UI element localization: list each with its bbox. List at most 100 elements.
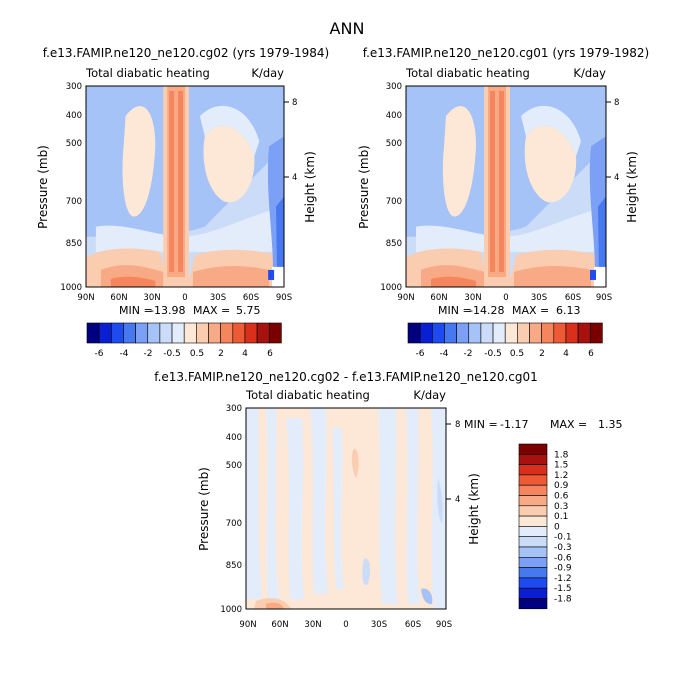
panel-1-ylabel-right: Height (km) xyxy=(303,151,317,222)
colorbar-box xyxy=(565,322,579,344)
panel-1-sh-warm-lobe xyxy=(203,125,255,203)
panel-1-cb-label-5: 2 xyxy=(218,349,224,359)
panel-1-antarctic-edge xyxy=(268,269,275,280)
panel-2-cb-label-2: -2 xyxy=(464,349,473,359)
panel-3-pos-patch-3 xyxy=(351,448,359,479)
colorbar-box xyxy=(518,484,548,496)
panel-3-xtick-0: 0 xyxy=(343,620,348,630)
colorbar-label: -1.5 xyxy=(554,584,572,594)
panel-1-nh-warm-lobe xyxy=(122,106,156,217)
panel-1-subtitle-right: K/day xyxy=(251,66,284,80)
colorbar-label: -1.8 xyxy=(554,595,572,605)
panel-2-xtick-60N: 60N xyxy=(430,293,447,303)
panel-1-cb-label-7: 6 xyxy=(267,349,273,359)
colorbar-label: -0.9 xyxy=(554,564,572,574)
panel-3-ylabel: Pressure (mb) xyxy=(197,467,211,551)
panel-1: f.e13.FAMIP.ne120_ne120.cg02 (yrs 1979-1… xyxy=(36,46,329,359)
panel-3-min-label: MIN = xyxy=(464,418,498,431)
panel-1-boundary-layer-hot-sh xyxy=(192,266,270,287)
panel-3-rtick-4: 4 xyxy=(455,495,460,505)
panel-2-xtick-30N: 30N xyxy=(464,293,481,303)
panel-2-xtick-0: 0 xyxy=(503,293,508,303)
colorbar-box xyxy=(518,505,548,517)
colorbar-label: -0.1 xyxy=(554,533,572,543)
panel-2-cb-label-6: 4 xyxy=(563,349,569,359)
panel-2-cb-label-1: -4 xyxy=(440,349,449,359)
panel-3-xtick-30N: 30N xyxy=(304,620,321,630)
panel-3-neg-strip-1 xyxy=(246,408,262,599)
panel-2-ytick-850: 850 xyxy=(386,239,402,249)
panel-3: f.e13.FAMIP.ne120_ne120.cg02 - f.e13.FAM… xyxy=(154,370,622,630)
panel-3-max-label: MAX = xyxy=(550,418,587,431)
panel-2-antarctic-mask xyxy=(594,266,606,287)
panel-1-rtick-4: 4 xyxy=(292,173,297,183)
panel-3-xtick-90S: 90S xyxy=(436,620,452,630)
colorbar-box xyxy=(208,322,221,344)
panel-3-xtick-60N: 60N xyxy=(271,620,288,630)
panel-3-ytick-400: 400 xyxy=(226,433,242,443)
panel-2-ytick-1000: 1000 xyxy=(380,283,402,293)
panel-1-cb-label-2: -2 xyxy=(144,349,153,359)
panel-1-xtick-60N: 60N xyxy=(110,293,127,303)
panel-3-neg-strip-6 xyxy=(378,408,398,604)
panel-2-xtick-90N: 90N xyxy=(397,293,414,303)
colorbar-box xyxy=(98,322,112,344)
panel-2-plot xyxy=(406,86,606,287)
panel-2-y-ticks: 300 400 500 700 850 1000 xyxy=(380,82,402,293)
colorbar-box xyxy=(518,526,548,538)
panel-2-ylabel-right: Height (km) xyxy=(625,151,639,222)
panel-2-min-label: MIN = xyxy=(438,304,472,317)
panel-1-xtick-60S: 60S xyxy=(243,293,259,303)
panel-2-sh-warm-lobe-edge xyxy=(521,105,581,157)
panel-3-ytick-300: 300 xyxy=(226,404,242,414)
panel-3-neg-patch-2 xyxy=(437,478,443,524)
panel-1-itcz-core-a xyxy=(169,91,175,272)
panel-2-xtick-30S: 30S xyxy=(531,293,547,303)
panel-3-neg-patch-3 xyxy=(421,588,433,605)
colorbar-box xyxy=(268,322,282,344)
panel-1-xtick-0: 0 xyxy=(182,293,187,303)
colorbar-label: 0 xyxy=(554,522,560,532)
panel-2-cb-label-5: 2 xyxy=(539,349,545,359)
panel-1-cb-label-0: -6 xyxy=(95,349,104,359)
panel-1-subtitle-left: Total diabatic heating xyxy=(85,66,210,80)
colorbar-box xyxy=(518,556,548,568)
panel-1-polar-cooling-core xyxy=(276,196,284,282)
panel-3-ytick-700: 700 xyxy=(226,519,242,529)
panel-2-polar-cooling-core xyxy=(598,196,606,282)
panel-3-min-value: -1.17 xyxy=(500,418,528,431)
panel-1-itcz-core-b xyxy=(178,91,184,272)
panel-1-x-ticks: 90N 60N 30N 0 30S 60S 90S xyxy=(77,293,292,303)
panel-3-neg-strip-4 xyxy=(310,408,328,594)
panel-2-subtitle-right: K/day xyxy=(573,66,606,80)
panel-1-min-value: -13.98 xyxy=(150,304,185,317)
colorbar-box xyxy=(518,453,548,465)
colorbar-box xyxy=(518,443,548,455)
panel-3-ylabel-right: Height (km) xyxy=(467,473,481,544)
panel-3-ytick-1000: 1000 xyxy=(220,605,242,615)
panel-1-boundary-layer-core xyxy=(110,276,156,287)
panel-3-xtick-30S: 30S xyxy=(371,620,387,630)
colorbar-box xyxy=(244,322,258,344)
panel-2-cb-label-3: -0.5 xyxy=(484,349,502,359)
panel-1-xtick-90S: 90S xyxy=(276,293,292,303)
panel-1-plot xyxy=(86,86,284,287)
panel-1-light-band xyxy=(95,206,284,252)
colorbar-label: 0.9 xyxy=(554,481,569,491)
panel-1-frame xyxy=(85,85,285,288)
panel-2-min-value: -14.28 xyxy=(469,304,504,317)
panel-1-cb-label-3: -0.5 xyxy=(163,349,181,359)
panel-2-boundary-layer-hot-sh xyxy=(514,266,591,287)
colorbar-box xyxy=(518,464,548,476)
colorbar-box xyxy=(492,322,506,344)
panel-3-neg-patch-1 xyxy=(362,558,371,586)
colorbar-box xyxy=(518,546,548,558)
panel-3-x-ticks: 90N 60N 30N 0 30S 60S 90S xyxy=(239,620,452,630)
panel-2-colorbar xyxy=(407,322,603,344)
panel-1-ytick-300: 300 xyxy=(66,82,82,92)
colorbar-box xyxy=(553,322,567,344)
colorbar-box xyxy=(589,322,603,344)
panel-3-rtick-8: 8 xyxy=(455,420,460,430)
panel-1-cb-label-4: 0.5 xyxy=(190,349,204,359)
panel-2-itcz-core-a xyxy=(490,91,495,272)
